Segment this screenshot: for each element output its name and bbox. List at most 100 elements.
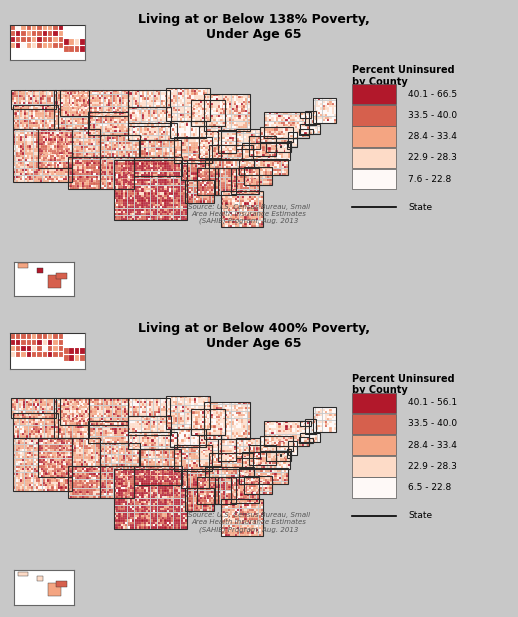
- Bar: [107, 135, 109, 137]
- Bar: [265, 489, 267, 492]
- Bar: [119, 437, 121, 439]
- Bar: [98, 449, 100, 452]
- Bar: [91, 484, 93, 486]
- Bar: [256, 437, 258, 440]
- Bar: [248, 122, 250, 124]
- Bar: [174, 174, 176, 176]
- Bar: [169, 456, 172, 458]
- Bar: [31, 426, 33, 428]
- Bar: [71, 452, 74, 454]
- Bar: [82, 412, 84, 415]
- Bar: [167, 515, 169, 517]
- Bar: [96, 454, 98, 456]
- Bar: [187, 502, 189, 504]
- Bar: [104, 423, 106, 424]
- Bar: [268, 450, 270, 453]
- Bar: [295, 144, 297, 146]
- Bar: [19, 97, 21, 99]
- Bar: [204, 488, 206, 491]
- Bar: [167, 510, 169, 512]
- Bar: [51, 473, 53, 474]
- Bar: [110, 423, 112, 425]
- Bar: [163, 452, 165, 453]
- Bar: [127, 482, 130, 484]
- Bar: [327, 413, 329, 416]
- Bar: [121, 510, 123, 512]
- Bar: [160, 176, 162, 178]
- Bar: [104, 114, 106, 116]
- Bar: [223, 103, 225, 105]
- Bar: [112, 93, 114, 94]
- Bar: [59, 125, 61, 126]
- Bar: [236, 477, 238, 479]
- Bar: [114, 139, 116, 141]
- Bar: [52, 449, 54, 452]
- Bar: [68, 410, 70, 412]
- Bar: [174, 178, 176, 181]
- Bar: [286, 130, 288, 132]
- Bar: [218, 426, 220, 428]
- Bar: [13, 150, 16, 152]
- Bar: [51, 97, 53, 99]
- Bar: [69, 475, 71, 477]
- Bar: [232, 450, 234, 452]
- Bar: [73, 104, 75, 106]
- Bar: [272, 468, 275, 470]
- Bar: [40, 150, 42, 152]
- Bar: [130, 489, 132, 491]
- Bar: [161, 411, 163, 413]
- Bar: [146, 206, 148, 209]
- Bar: [168, 444, 170, 446]
- Bar: [305, 437, 307, 439]
- Bar: [123, 141, 125, 144]
- Bar: [237, 507, 239, 508]
- Bar: [61, 146, 63, 147]
- Bar: [81, 97, 83, 99]
- Bar: [68, 465, 70, 468]
- Bar: [97, 90, 99, 92]
- Bar: [241, 433, 243, 434]
- Bar: [50, 454, 52, 456]
- Bar: [269, 131, 271, 133]
- Bar: [271, 128, 274, 131]
- Bar: [148, 492, 151, 494]
- Bar: [199, 147, 201, 149]
- Bar: [56, 173, 58, 175]
- Bar: [211, 110, 213, 112]
- Bar: [130, 100, 133, 102]
- Bar: [141, 160, 143, 162]
- Bar: [24, 136, 26, 138]
- Bar: [128, 448, 130, 450]
- Bar: [258, 141, 261, 143]
- Bar: [240, 479, 242, 481]
- Bar: [88, 415, 90, 417]
- Bar: [66, 127, 68, 129]
- Bar: [221, 218, 223, 220]
- Bar: [20, 437, 22, 440]
- Bar: [163, 93, 165, 94]
- Bar: [21, 334, 26, 339]
- Bar: [42, 484, 45, 486]
- Bar: [276, 430, 278, 432]
- Bar: [213, 491, 215, 492]
- Bar: [228, 182, 231, 184]
- Bar: [54, 159, 56, 162]
- Bar: [282, 456, 284, 458]
- Bar: [267, 172, 269, 174]
- Bar: [121, 153, 123, 155]
- Bar: [171, 408, 173, 410]
- Bar: [249, 183, 251, 185]
- Bar: [233, 472, 235, 474]
- Bar: [49, 447, 51, 449]
- Bar: [108, 415, 110, 417]
- Bar: [139, 423, 141, 425]
- Bar: [225, 144, 227, 146]
- Bar: [38, 152, 40, 154]
- Bar: [219, 461, 221, 463]
- Bar: [23, 411, 25, 413]
- Bar: [198, 413, 200, 415]
- Bar: [29, 440, 31, 442]
- Bar: [27, 159, 29, 162]
- Bar: [49, 122, 51, 124]
- Bar: [167, 478, 169, 480]
